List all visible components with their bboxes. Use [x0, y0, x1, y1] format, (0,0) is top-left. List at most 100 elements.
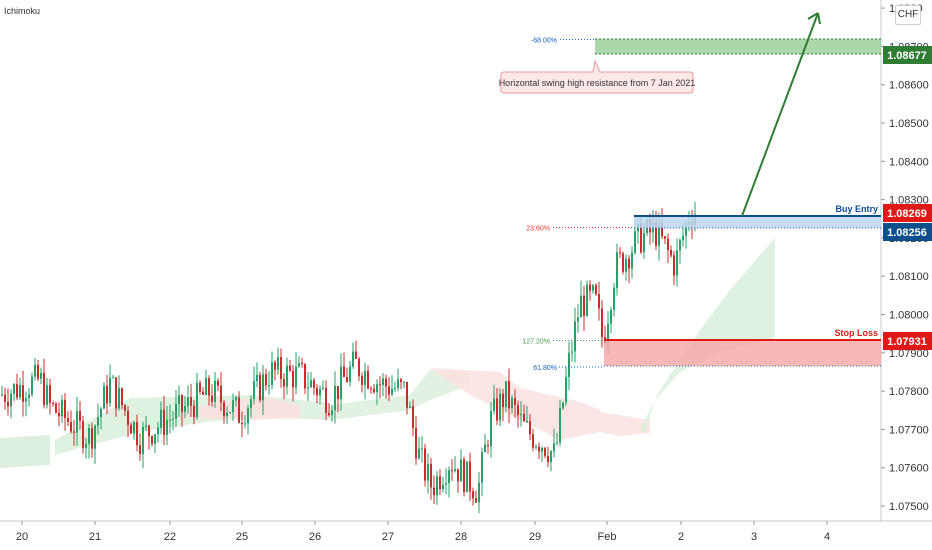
- candle-body: [628, 258, 630, 269]
- candle-body: [37, 364, 39, 379]
- candle-body: [145, 425, 147, 427]
- candle-body: [607, 323, 609, 344]
- candle-body: [274, 362, 276, 370]
- candle-body: [184, 405, 186, 412]
- buy-entry-zone: [634, 216, 881, 228]
- candle-body: [595, 285, 597, 295]
- time-tick-label: 28: [455, 531, 467, 543]
- candle-body: [589, 284, 591, 291]
- candle-body: [619, 252, 621, 254]
- candle-body: [130, 424, 132, 434]
- candle-body: [463, 459, 465, 492]
- candle-body: [46, 385, 48, 405]
- candle-body: [64, 399, 66, 419]
- candle-body: [307, 387, 309, 389]
- candle-body: [163, 409, 165, 435]
- price-tick-label: 1.08100: [889, 271, 929, 283]
- candle-body: [214, 380, 216, 402]
- candle-body: [283, 379, 285, 387]
- candle-body: [295, 366, 297, 388]
- fib-level-label: 127.20%: [522, 339, 550, 346]
- candle-body: [526, 421, 528, 423]
- candle-body: [256, 374, 258, 382]
- currency-button[interactable]: CHF: [895, 5, 921, 25]
- candle-body: [82, 420, 84, 449]
- candle-body: [34, 364, 36, 377]
- candle-body: [583, 295, 585, 316]
- fib-level-label: 61.80%: [533, 365, 557, 372]
- candle-body: [562, 402, 564, 409]
- candle-body: [196, 382, 198, 418]
- candle-body: [544, 447, 546, 456]
- candle-body: [418, 448, 420, 459]
- candle-body: [100, 408, 102, 418]
- candle-body: [70, 421, 72, 432]
- candle-body: [139, 445, 141, 455]
- candle-body: [631, 252, 633, 269]
- candle-body: [31, 376, 33, 395]
- candle-body: [202, 391, 204, 395]
- time-tick-label: Feb: [598, 531, 617, 543]
- candle-body: [376, 384, 378, 393]
- candle-body: [127, 410, 129, 425]
- candle-body: [349, 366, 351, 382]
- candle-body: [568, 352, 570, 377]
- candle-body: [454, 469, 456, 472]
- price-tick-label: 1.08000: [889, 310, 929, 322]
- candle-body: [241, 422, 243, 425]
- take-profit-price-label-bg: [883, 46, 932, 64]
- candle-body: [403, 381, 405, 383]
- candle-body: [514, 398, 516, 406]
- candle-body: [280, 357, 282, 380]
- candle-body: [478, 482, 480, 503]
- candle-body: [499, 393, 501, 421]
- candle-body: [367, 370, 369, 389]
- candle-body: [469, 461, 471, 492]
- candle-body: [493, 398, 495, 412]
- ichimoku-cloud: [330, 370, 470, 420]
- candle-body: [436, 476, 438, 496]
- candle-body: [505, 381, 507, 408]
- candle-body: [625, 258, 627, 272]
- candle-body: [322, 387, 324, 389]
- candle-body: [115, 377, 117, 409]
- stop-loss-price-label-bg: [883, 332, 932, 350]
- candle-body: [580, 295, 582, 318]
- candle-body: [247, 408, 249, 424]
- projection-arrowhead: [807, 12, 821, 25]
- candle-body: [106, 385, 108, 404]
- candle-body: [19, 385, 21, 398]
- candle-body: [502, 393, 504, 408]
- time-tick-label: 2: [678, 531, 684, 543]
- candle-body: [13, 384, 15, 394]
- candle-body: [484, 444, 486, 453]
- candle-body: [430, 463, 432, 488]
- candle-body: [22, 385, 24, 402]
- indicator-label: Ichimoku: [4, 6, 41, 16]
- candle-body: [286, 365, 288, 387]
- candle-body: [160, 409, 162, 428]
- projection-arrow: [741, 12, 819, 217]
- candle-body: [232, 400, 234, 413]
- time-tick-label: 4: [824, 531, 830, 543]
- candle-body: [313, 380, 315, 388]
- candle-body: [586, 284, 588, 316]
- candle-body: [643, 233, 645, 253]
- candle-body: [49, 385, 51, 403]
- time-tick-label: 26: [309, 531, 321, 543]
- buy-entry-price-label: 1.08256: [887, 227, 927, 239]
- candle-body: [112, 377, 114, 379]
- price-tick-label: 1.08500: [889, 118, 929, 130]
- time-tick-label: 27: [382, 531, 394, 543]
- candle-body: [427, 463, 429, 481]
- candle-body: [319, 388, 321, 396]
- candle-body: [382, 378, 384, 385]
- candle-body: [421, 448, 423, 450]
- candle-body: [391, 388, 393, 395]
- candle-body: [442, 484, 444, 490]
- candle-body: [655, 222, 657, 246]
- candle-body: [55, 403, 57, 413]
- candle-body: [1, 394, 3, 396]
